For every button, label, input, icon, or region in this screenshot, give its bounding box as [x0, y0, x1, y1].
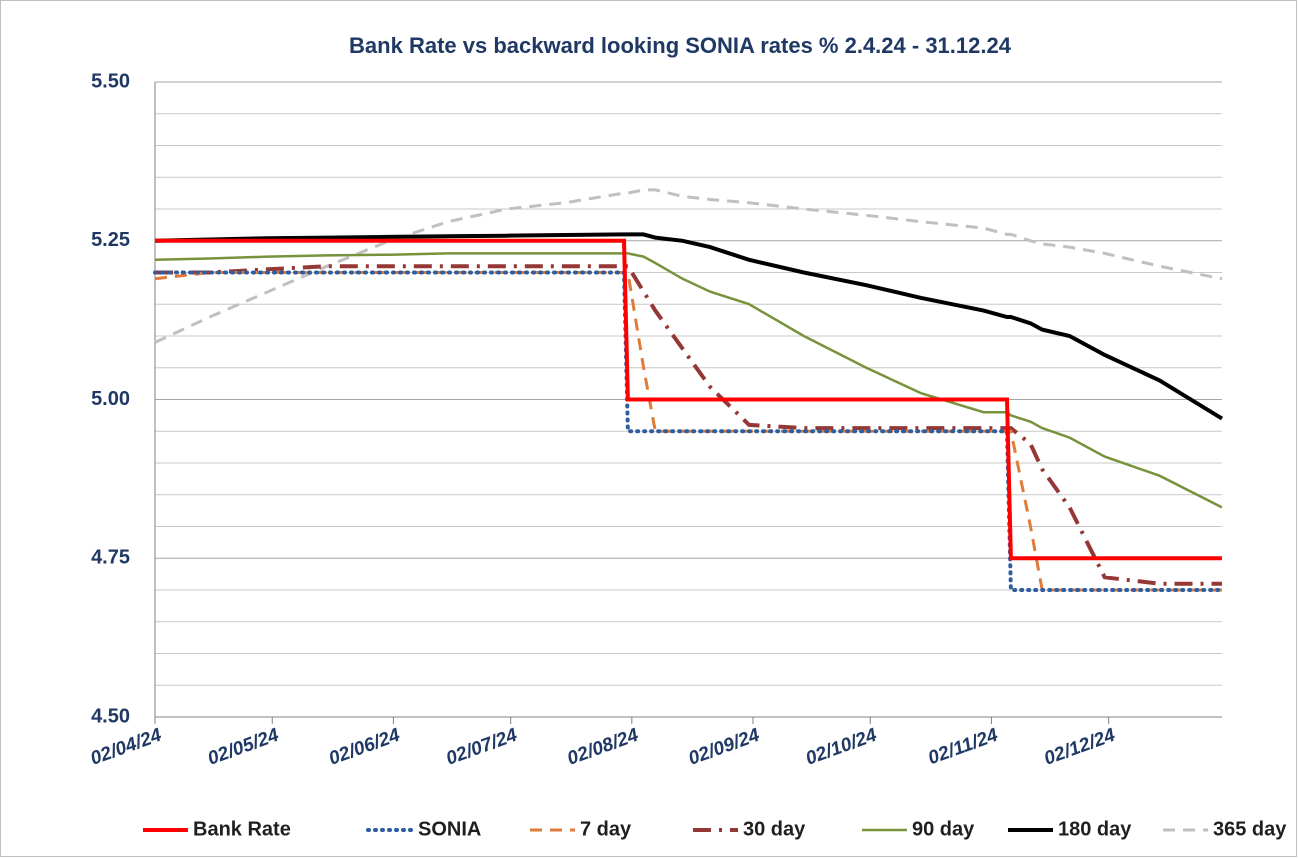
y-tick-label: 5.50	[91, 70, 130, 92]
y-tick-label: 5.25	[91, 229, 130, 251]
legend-label: 7 day	[580, 818, 632, 840]
legend-label: 90 day	[912, 818, 975, 840]
legend-label: 365 day	[1213, 818, 1287, 840]
y-tick-label: 4.50	[91, 705, 130, 727]
series-line	[153, 270, 1224, 592]
series-line	[154, 252, 1223, 509]
y-tick-label: 4.75	[91, 547, 130, 569]
legend-label: SONIA	[418, 818, 481, 840]
y-tick-label: 5.00	[91, 388, 130, 410]
series-line	[154, 232, 1224, 421]
series-line	[155, 264, 1222, 586]
legend-label: 180 day	[1058, 818, 1132, 840]
series-line	[155, 238, 1222, 561]
legend-label: 30 day	[743, 818, 806, 840]
chart-title: Bank Rate vs backward looking SONIA rate…	[349, 33, 1012, 58]
series-line	[154, 188, 1223, 344]
legend-label: Bank Rate	[193, 818, 291, 840]
